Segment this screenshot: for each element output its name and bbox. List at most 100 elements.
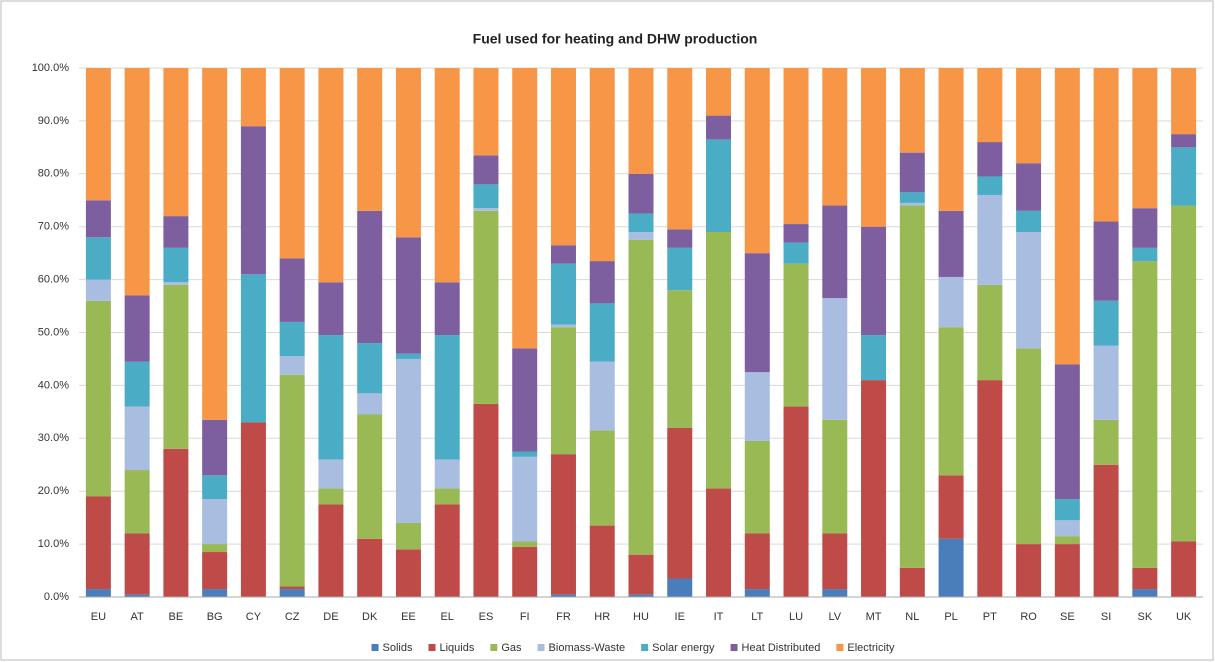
bar-segment: [124, 68, 150, 296]
x-tick-label: CZ: [285, 611, 300, 623]
bar-segment: [628, 231, 654, 240]
bar-segment: [512, 546, 538, 597]
bar-segment: [279, 321, 305, 357]
bar-segment: [899, 152, 925, 193]
x-tick-label: HR: [594, 611, 610, 623]
bar-segment: [783, 242, 809, 264]
bar-segment: [1171, 147, 1197, 206]
bar-segment: [589, 68, 615, 262]
bar-segment: [550, 324, 576, 328]
bar-segment: [202, 589, 228, 597]
x-tick-label: LT: [751, 611, 763, 623]
bar-segment: [744, 372, 770, 441]
y-tick-label: 90.0%: [38, 115, 69, 127]
legend-swatch: [836, 644, 844, 651]
legend-swatch: [490, 644, 498, 651]
bar-segment: [124, 361, 150, 407]
x-tick-label: FR: [556, 611, 571, 623]
y-tick-label: 10.0%: [38, 538, 69, 550]
bar-segment: [1016, 348, 1042, 545]
x-tick-label: BG: [207, 611, 223, 623]
bar-segment: [512, 541, 538, 547]
bar-segment: [85, 200, 111, 238]
bar-segment: [395, 549, 421, 597]
bar-segment: [744, 68, 770, 254]
x-tick-label: LV: [828, 611, 841, 623]
bar-segment: [85, 237, 111, 280]
bar-segment: [85, 68, 111, 201]
bar-segment: [124, 406, 150, 471]
bar-segment: [124, 533, 150, 595]
bar-segment: [1054, 364, 1080, 500]
bar-segment: [589, 525, 615, 597]
bar-segment: [279, 356, 305, 375]
y-tick-label: 70.0%: [38, 221, 69, 233]
bar-segment: [85, 279, 111, 301]
bar-segment: [124, 594, 150, 597]
bar-segment: [434, 282, 460, 336]
bar-segment: [202, 544, 228, 553]
bar-segment: [512, 68, 538, 349]
bar-segment: [899, 205, 925, 568]
bar-segment: [434, 68, 460, 283]
bar-segment: [667, 229, 693, 248]
bar-segment: [1171, 541, 1197, 597]
bar-segment: [512, 348, 538, 452]
x-tick-label: UK: [1176, 611, 1192, 623]
bar-segment: [550, 263, 576, 325]
bar-segment: [240, 274, 266, 423]
bar-segment: [628, 594, 654, 597]
bar-segment: [550, 245, 576, 264]
legend-label: Electricity: [847, 642, 895, 654]
bar-segment: [318, 459, 344, 489]
bar-segment: [706, 68, 732, 116]
x-tick-label: DE: [323, 611, 338, 623]
legend-label: Solids: [383, 642, 413, 654]
bar-segment: [822, 68, 848, 206]
x-tick-label: DK: [362, 611, 378, 623]
bar-segment: [395, 522, 421, 550]
x-tick-label: SE: [1060, 611, 1075, 623]
bar-segment: [279, 374, 305, 587]
bar-segment: [589, 361, 615, 431]
bar-segment: [318, 488, 344, 505]
legend-swatch: [371, 644, 379, 651]
bar-segment: [318, 68, 344, 283]
bar-segment: [1054, 520, 1080, 537]
bar-segment: [85, 496, 111, 590]
bar-segment: [318, 335, 344, 460]
bar-segment: [124, 470, 150, 534]
bar-segment: [783, 68, 809, 225]
bar-segment: [1132, 567, 1158, 590]
bar-segment: [202, 552, 228, 590]
bar-segment: [395, 68, 421, 238]
bar-segment: [1093, 68, 1119, 222]
y-tick-label: 50.0%: [38, 326, 69, 338]
bar-segment: [357, 210, 383, 344]
y-tick-label: 40.0%: [38, 379, 69, 391]
bar-segment: [434, 459, 460, 489]
bar-segment: [279, 589, 305, 597]
bar-segment: [667, 427, 693, 579]
bar-segment: [279, 68, 305, 259]
bar-segment: [434, 504, 460, 597]
bar-segment: [163, 247, 189, 283]
bar-segment: [279, 258, 305, 322]
bar-segment: [279, 586, 305, 590]
bar-segment: [163, 282, 189, 285]
bar-segment: [85, 589, 111, 597]
y-tick-label: 0.0%: [44, 591, 69, 603]
x-tick-label: SK: [1138, 611, 1153, 623]
bar-segment: [938, 327, 964, 476]
bar-segment: [1093, 221, 1119, 301]
bar-segment: [1016, 544, 1042, 597]
bar-segment: [977, 176, 1003, 195]
bar-segment: [434, 335, 460, 460]
bar-segment: [1016, 68, 1042, 164]
x-tick-label: AT: [131, 611, 145, 623]
legend-swatch: [730, 644, 738, 651]
bar-segment: [202, 68, 228, 420]
bar-segment: [357, 538, 383, 597]
bar-segment: [1054, 536, 1080, 545]
bar-segment: [240, 422, 266, 597]
